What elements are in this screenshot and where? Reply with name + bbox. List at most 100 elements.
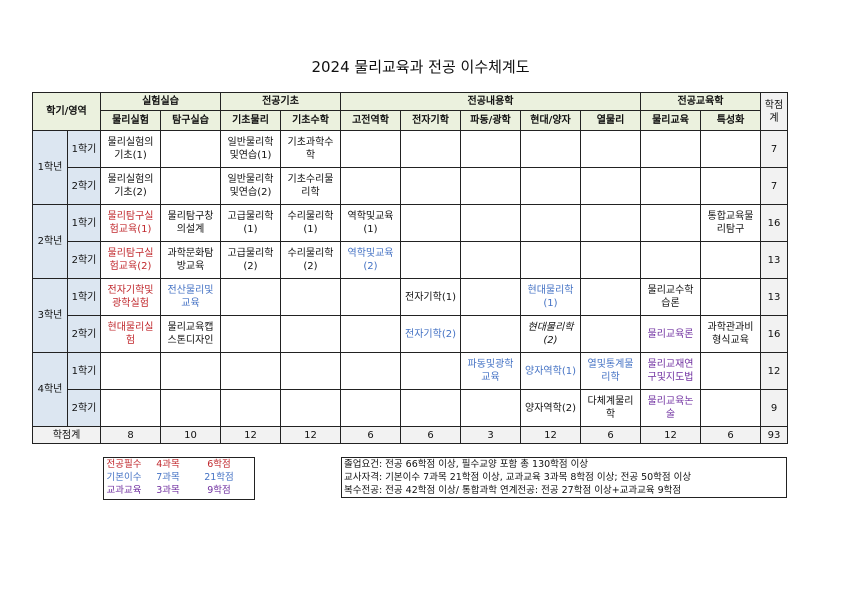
totals-label: 학점계 (32, 426, 101, 444)
course-cell: 물리교육논 술 (640, 389, 701, 427)
empty-cell (640, 167, 701, 205)
empty-cell (580, 241, 641, 279)
column-total: 6 (400, 426, 461, 444)
semester-row: 2학기 현대물리실 험 물리교육캡 스톤디자인 전자기학(2) 현대물리학 (2) 물리교… (33, 315, 788, 353)
column-header: 고전역학 (340, 110, 401, 131)
course-cell: 통합교육물 리탐구 (700, 204, 761, 242)
empty-cell (460, 241, 521, 279)
course-cell: 물리탐구창 의설계 (160, 204, 221, 242)
empty-cell (340, 315, 401, 353)
empty-cell (160, 389, 221, 427)
course-cell: 과학문화탐 방교육 (160, 241, 221, 279)
corner-header: 학기/영역 (32, 92, 101, 131)
semester-label: 1학기 (67, 204, 101, 242)
column-header: 탐구실습 (160, 110, 221, 131)
semester-row: 2학기 물리실험의 기초(2) 일반물리학 및연습(2) 기초수리물 리학 7 (33, 167, 788, 205)
semester-row: 2학년 1학기 물리탐구실 험교육(1) 물리탐구창 의설계 고급물리학 (1) 수리물리… (32, 204, 788, 279)
course-cell: 수리물리학 (2) (280, 241, 341, 279)
course-cell: 양자역학(2) (520, 389, 581, 427)
course-cell: 전자기학(2) (400, 315, 461, 353)
column-total: 3 (460, 426, 521, 444)
empty-cell (700, 241, 761, 279)
column-total: 6 (700, 426, 761, 444)
empty-cell (340, 389, 401, 427)
empty-cell (700, 167, 761, 205)
course-cell: 양자역학(1) (520, 352, 581, 390)
empty-cell (400, 389, 461, 427)
empty-cell (280, 315, 341, 353)
semester-label: 1학기 (67, 352, 101, 390)
column-total: 12 (640, 426, 701, 444)
column-total: 12 (280, 426, 341, 444)
semester-row: 2학기 양자역학(2) 다체계물리 학 물리교육논 술 9 (33, 389, 788, 427)
group-header: 전공내용학 (340, 92, 641, 111)
course-cell: 물리실험의 기초(1) (100, 130, 161, 168)
course-cell: 물리교육캡 스톤디자인 (160, 315, 221, 353)
course-cell: 고급물리학 (2) (220, 241, 281, 279)
empty-cell (400, 352, 461, 390)
empty-cell (520, 167, 581, 205)
semester-label: 1학기 (67, 130, 101, 168)
empty-cell (340, 278, 401, 316)
empty-cell (700, 130, 761, 168)
empty-cell (640, 204, 701, 242)
empty-cell (580, 315, 641, 353)
semester-label: 2학기 (67, 389, 101, 427)
empty-cell (280, 389, 341, 427)
empty-cell (160, 167, 221, 205)
group-header: 전공기초 (220, 92, 341, 111)
column-header: 열물리 (580, 110, 641, 131)
course-cell: 물리교수학 습론 (640, 278, 701, 316)
group-header: 실험실습 (100, 92, 221, 111)
legend-row: 교과교육 3과목 9학점 (104, 484, 254, 497)
legend-category: 교과교육 (106, 485, 142, 496)
column-total: 12 (520, 426, 581, 444)
semester-credits: 13 (760, 278, 788, 316)
empty-cell (640, 130, 701, 168)
course-cell: 열및통계물 리학 (580, 352, 641, 390)
empty-cell (400, 204, 461, 242)
course-cell: 역학및교육 (1) (340, 204, 401, 242)
course-cell: 전자기학및 광학실험 (100, 278, 161, 316)
semester-credits: 9 (760, 389, 788, 427)
column-header: 특성화 (700, 110, 761, 131)
column-total: 6 (340, 426, 401, 444)
empty-cell (160, 130, 221, 168)
year-label: 3학년 (32, 278, 68, 353)
empty-cell (520, 130, 581, 168)
semester-credits: 12 (760, 352, 788, 390)
credit-total-header: 학점 계 (760, 92, 788, 131)
requirement-note: 복수전공: 전공 42학점 이상/ 통합과학 연계전공: 전공 27학점 이상+… (344, 485, 682, 496)
course-cell: 전산물리및 교육 (160, 278, 221, 316)
empty-cell (400, 130, 461, 168)
empty-cell (340, 167, 401, 205)
empty-cell (460, 315, 521, 353)
course-cell: 다체계물리 학 (580, 389, 641, 427)
empty-cell (340, 352, 401, 390)
empty-cell (460, 167, 521, 205)
semester-row: 2학기 물리탐구실 험교육(2) 과학문화탐 방교육 고급물리학 (2) 수리물리학 (… (33, 241, 788, 279)
empty-cell (700, 278, 761, 316)
empty-cell (460, 389, 521, 427)
course-cell: 물리탐구실 험교육(1) (100, 204, 161, 242)
empty-cell (400, 241, 461, 279)
empty-cell (640, 241, 701, 279)
semester-credits: 13 (760, 241, 788, 279)
course-cell: 물리교육론 (640, 315, 701, 353)
course-cell: 파동및광학 교육 (460, 352, 521, 390)
course-cell: 물리탐구실 험교육(2) (100, 241, 161, 279)
empty-cell (580, 167, 641, 205)
course-cell: 물리교재연 구및지도법 (640, 352, 701, 390)
legend-credits: 21학점 (204, 472, 234, 483)
column-total: 6 (580, 426, 641, 444)
year-label: 4학년 (32, 352, 68, 427)
empty-cell (520, 204, 581, 242)
course-cell: 고급물리학 (1) (220, 204, 281, 242)
legend-courses: 7과목 (156, 472, 180, 483)
course-cell: 역학및교육 (2) (340, 241, 401, 279)
legend-credits: 9학점 (207, 485, 231, 496)
empty-cell (220, 315, 281, 353)
column-header: 물리실험 (100, 110, 161, 131)
empty-cell (580, 204, 641, 242)
empty-cell (580, 278, 641, 316)
